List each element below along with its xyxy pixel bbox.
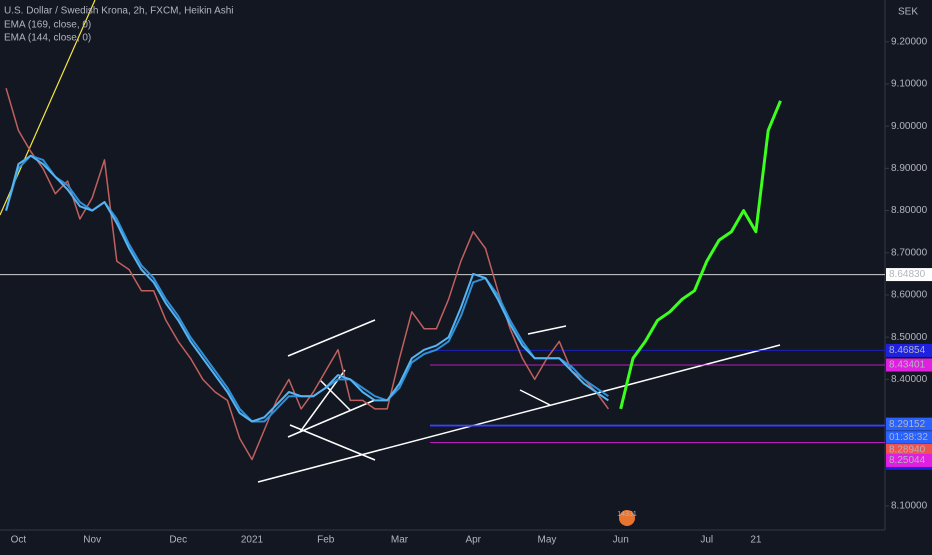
price-label: 8.28940 [889, 445, 926, 456]
chart-title: U.S. Dollar / Swedish Krona, 2h, FXCM, H… [4, 6, 234, 17]
legend-entry: EMA (169, close, 0) [4, 20, 91, 31]
x-tick-label: 2021 [241, 535, 264, 546]
y-tick-label: 9.20000 [891, 36, 928, 47]
price-label-box [886, 343, 932, 357]
series-line [5, 154, 609, 423]
price-label-box [886, 453, 932, 467]
y-tick-label: 8.60000 [891, 290, 928, 301]
x-tick-label: Oct [11, 535, 27, 546]
x-tick-label: 21 [750, 535, 762, 546]
price-label: 8.43401 [889, 360, 926, 371]
x-tick-label: Dec [169, 535, 187, 546]
y-tick-label: 8.50000 [891, 332, 928, 343]
countdown: 01:38:32 [889, 432, 928, 443]
y-tick-label: 9.10000 [891, 79, 928, 90]
y-tick-label: 8.10000 [891, 501, 928, 512]
drawings [257, 319, 781, 483]
x-tick-label: Apr [465, 535, 481, 546]
y-tick-label: 9.00000 [891, 121, 928, 132]
x-tick-label: Nov [83, 535, 101, 546]
y-tick-label: 8.90000 [891, 163, 928, 174]
x-tick-label: Feb [317, 535, 335, 546]
price-label-box [886, 443, 932, 457]
badge-icon [619, 510, 635, 526]
price-label: 8.46854 [889, 345, 926, 356]
x-tick-label: Jun [613, 535, 629, 546]
price-label-box [886, 358, 932, 372]
price-label-box [886, 417, 932, 431]
x-tick-label: Jul [700, 535, 713, 546]
series-line [619, 100, 782, 410]
x-tick-label: Mar [391, 535, 409, 546]
legend-entry: EMA (144, close, 0) [4, 33, 91, 44]
countdown-box [886, 431, 932, 444]
price-label-box [886, 268, 932, 282]
price-label: 8.25044 [889, 455, 926, 466]
y-tick-label: 8.40000 [891, 374, 928, 385]
price-label: 8.29152 [889, 419, 926, 430]
x-tick-label: May [538, 535, 557, 546]
y-unit: SEK [898, 7, 918, 18]
badge: 14331 [617, 511, 637, 518]
price-label: 8.64830 [889, 269, 926, 280]
y-tick-label: 8.70000 [891, 247, 928, 258]
y-tick-label: 8.80000 [891, 205, 928, 216]
